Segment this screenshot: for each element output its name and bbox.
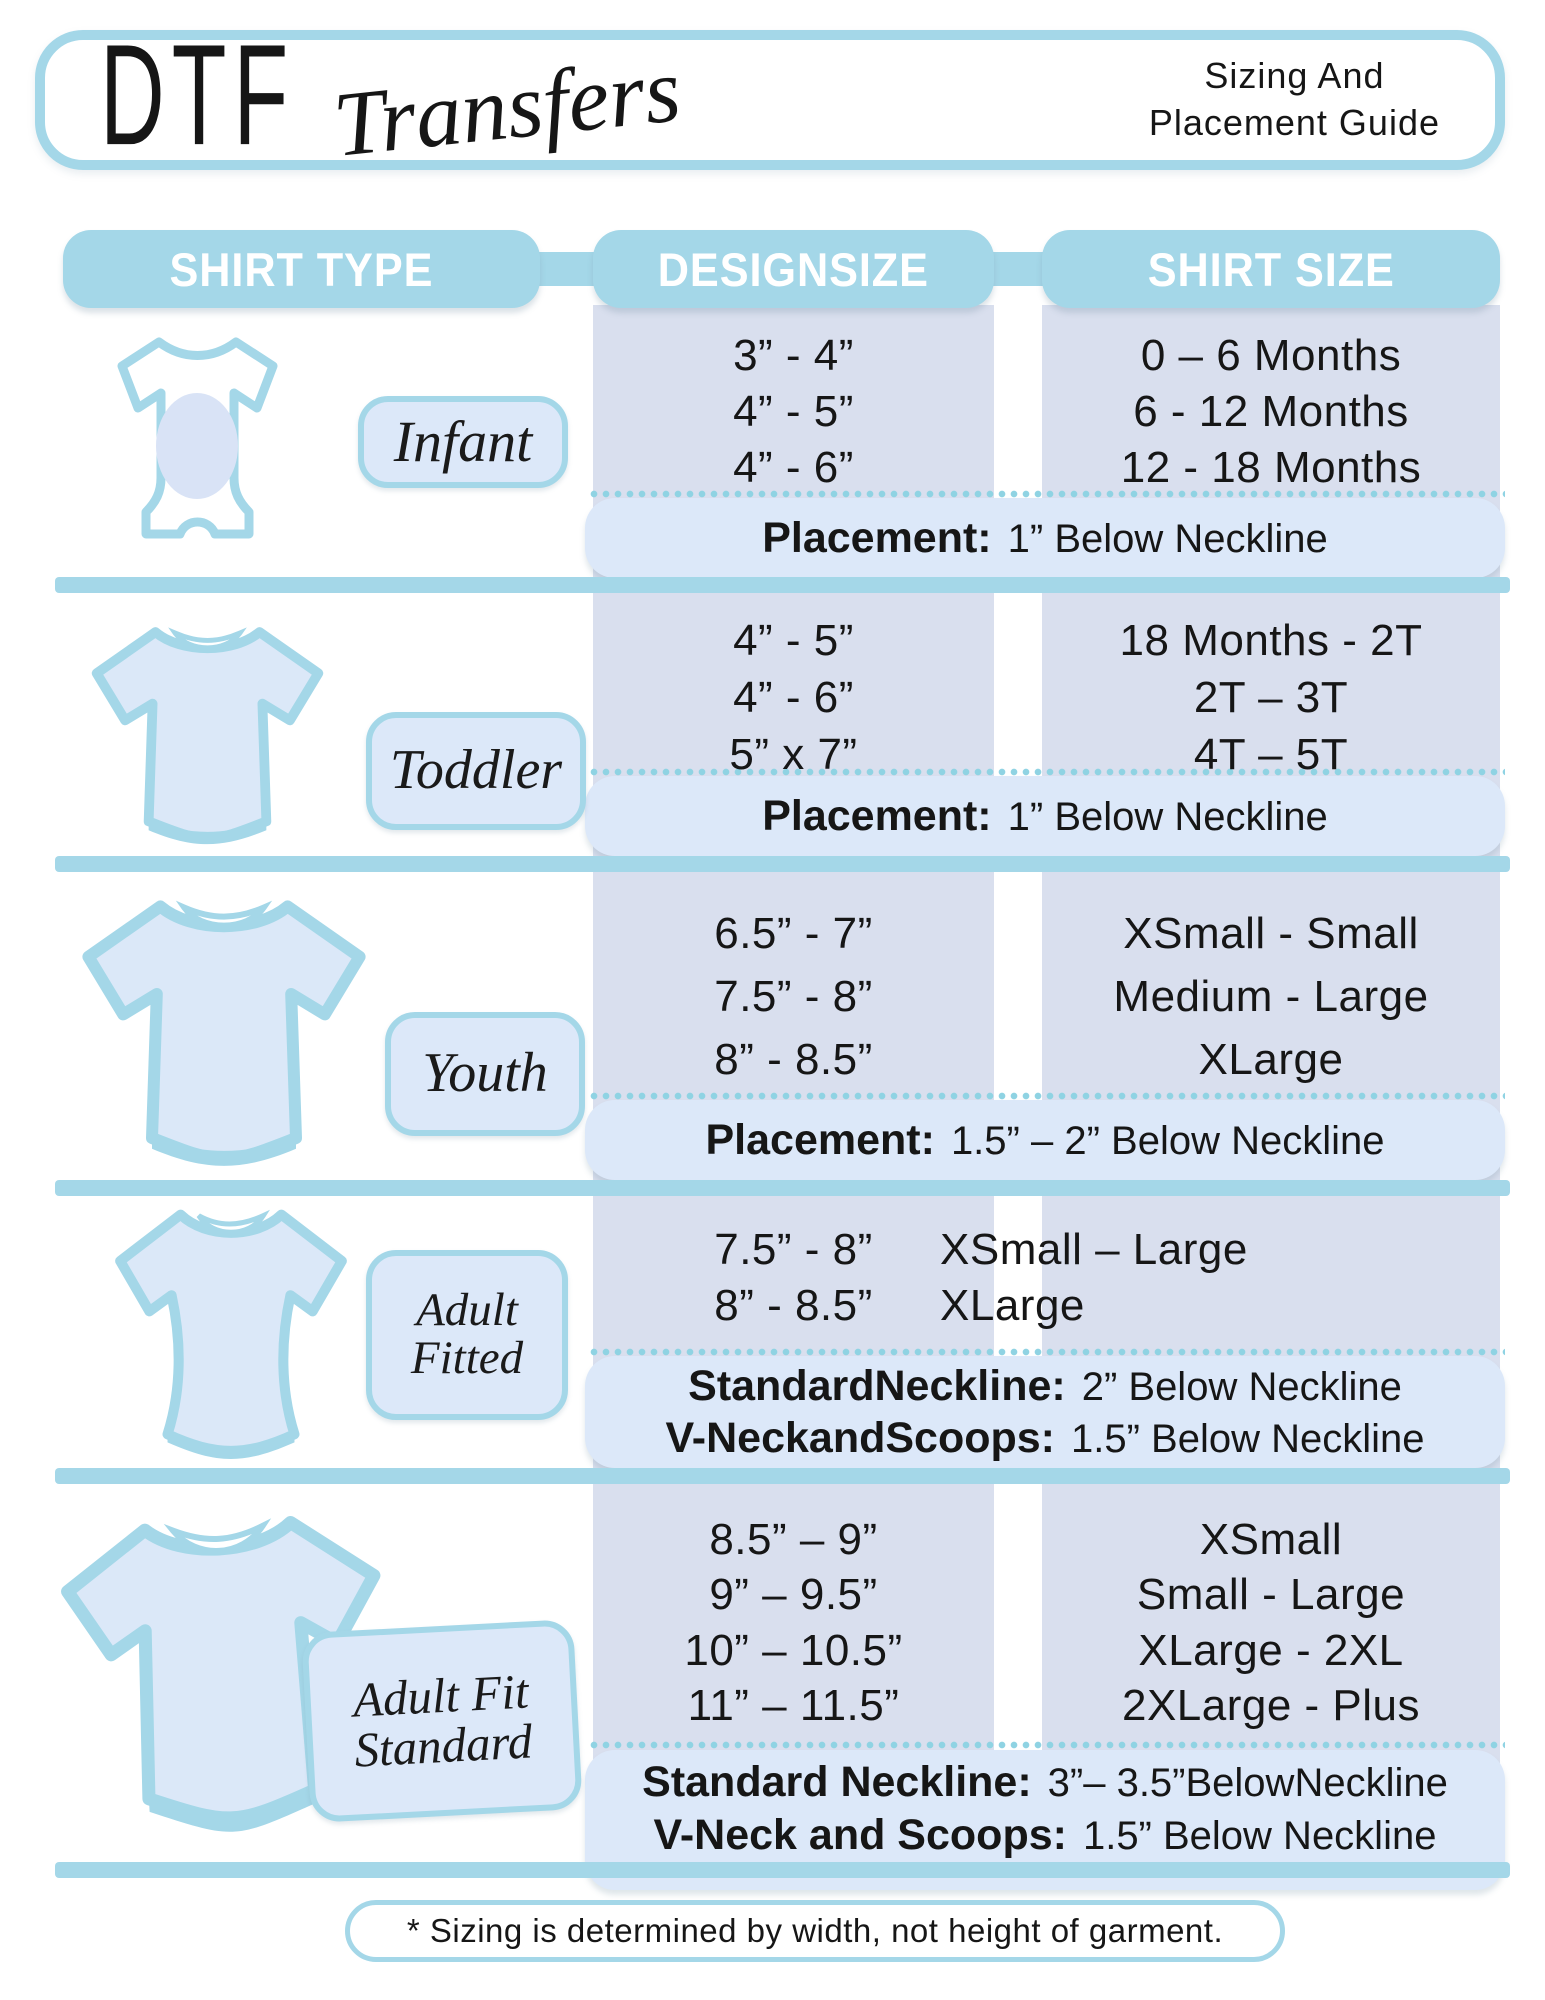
infant-shirt-sizes: 0 – 6 Months 6 - 12 Months 12 - 18 Month…	[1042, 328, 1500, 496]
subtitle-line-2: Placement Guide	[1148, 102, 1440, 143]
placement-label: Placement:	[762, 513, 992, 562]
design-size-value: 4” - 5”	[733, 387, 854, 436]
dotted-divider	[588, 490, 1505, 498]
placement-value: 1.5” Below Neckline	[1082, 1814, 1437, 1858]
placement-value: 3”– 3.5”BelowNeckline	[1047, 1761, 1448, 1805]
infant-onesie-icon	[117, 337, 278, 539]
dotted-divider	[588, 1348, 1505, 1356]
toddler-shirt-icon	[91, 627, 324, 845]
row-label-infant: Infant	[358, 396, 568, 488]
row-label-adult-fitted: Adult Fitted	[366, 1250, 568, 1420]
youth-shirt-sizes: XSmall - Small Medium - Large XLarge	[1042, 903, 1500, 1091]
placement-value: 2” Below Neckline	[1081, 1364, 1402, 1409]
shirt-size-value: XLarge	[1198, 1034, 1344, 1084]
infant-placement-bar: Placement: 1” Below Neckline	[585, 498, 1505, 578]
toddler-placement-bar: Placement: 1” Below Neckline	[585, 776, 1505, 856]
design-size-value: 7.5” - 8”	[714, 971, 873, 1021]
design-size-value: 6.5” - 7”	[714, 909, 873, 959]
youth-placement-bar: Placement: 1.5” – 2” Below Neckline	[585, 1100, 1505, 1180]
shirt-size-value: 2XLarge - Plus	[1121, 1681, 1421, 1731]
shirt-size-value: XLarge	[940, 1281, 1085, 1330]
placement-value: 1” Below Neckline	[1007, 516, 1328, 561]
infant-design-sizes: 3” - 4” 4” - 5” 4” - 6”	[593, 328, 994, 496]
adult-fitted-design-sizes: 7.5” - 8” 8” - 8.5”	[593, 1222, 994, 1334]
design-size-value: 8” - 8.5”	[714, 1034, 873, 1084]
shirt-size-value: 2T – 3T	[1193, 672, 1349, 722]
row-label-youth: Youth	[385, 1012, 585, 1136]
adult-standard-shirt-sizes: XSmall Small - Large XLarge - 2XL 2XLarg…	[1042, 1512, 1500, 1734]
shirt-size-value: XSmall – Large	[940, 1225, 1248, 1274]
footnote: * Sizing is determined by width, not hei…	[345, 1900, 1285, 1962]
shirt-size-value: 0 – 6 Months	[1140, 331, 1402, 380]
placement-label: StandardNeckline:	[688, 1361, 1066, 1410]
placement-label: V-Neck and Scoops:	[653, 1811, 1067, 1859]
shirt-size-value: XLarge - 2XL	[1138, 1625, 1404, 1675]
design-size-value: 4” - 6”	[733, 443, 854, 492]
design-size-value: 8” - 8.5”	[714, 1281, 873, 1330]
toddler-design-sizes: 4” - 5” 4” - 6” 5” x 7”	[593, 612, 994, 784]
row-separator	[55, 577, 1510, 593]
row-separator	[55, 856, 1510, 872]
header: DTF Transfers Sizing And Placement Guide	[35, 24, 1505, 176]
design-size-value: 8.5” – 9”	[709, 1514, 878, 1564]
shirt-size-value: Medium - Large	[1113, 971, 1429, 1021]
placement-label: V-NeckandScoops:	[665, 1413, 1056, 1462]
shirt-size-value: Small - Large	[1136, 1570, 1406, 1620]
subtitle-line-1: Sizing And	[1204, 55, 1385, 97]
shirt-size-value: 12 - 18 Months	[1120, 443, 1422, 492]
footnote-text: * Sizing is determined by width, not hei…	[406, 1912, 1224, 1949]
dotted-divider	[588, 768, 1505, 776]
shirt-size-value: 6 - 12 Months	[1133, 387, 1409, 436]
placement-label: Placement:	[762, 791, 992, 840]
design-size-value: 3” - 4”	[733, 331, 854, 380]
adult-fitted-placement-bar: StandardNeckline: 2” Below Neckline V-Ne…	[585, 1356, 1505, 1468]
placement-label: Standard Neckline:	[642, 1758, 1032, 1806]
youth-shirt-icon	[82, 900, 366, 1166]
shirt-size-value: XSmall	[1199, 1514, 1343, 1564]
row-label-toddler: Toddler	[366, 712, 586, 830]
design-size-value: 10” – 10.5”	[684, 1625, 903, 1675]
design-size-value: 5” x 7”	[729, 730, 858, 780]
toddler-shirt-sizes: 18 Months - 2T 2T – 3T 4T – 5T	[1042, 612, 1500, 784]
placement-label: Placement:	[705, 1115, 935, 1164]
placement-value: 1.5” Below Neckline	[1071, 1416, 1425, 1461]
adult-standard-design-sizes: 8.5” – 9” 9” – 9.5” 10” – 10.5” 11” – 11…	[593, 1512, 994, 1734]
guide-subtitle: Sizing And Placement Guide	[1149, 53, 1440, 147]
pill-connector	[984, 252, 1050, 286]
row-label-adult-fit-standard: Adult Fit Standard	[301, 1619, 583, 1823]
adult-fitted-shirt-sizes: XSmall – Large XLarge	[940, 1222, 1505, 1334]
design-size-value: 4” - 5”	[733, 615, 854, 665]
design-size-value: 9” – 9.5”	[709, 1570, 878, 1620]
brand-transfers-text: Transfers	[328, 38, 685, 176]
dotted-divider	[588, 1092, 1505, 1100]
column-header-design-size: DESIGNSIZE	[593, 230, 994, 308]
design-size-value: 7.5” - 8”	[714, 1225, 873, 1274]
column-header-shirt-type: SHIRT TYPE	[63, 230, 540, 308]
placement-value: 1.5” – 2” Below Neckline	[950, 1118, 1385, 1163]
row-separator	[55, 1468, 1510, 1484]
row-separator	[55, 1862, 1510, 1878]
design-size-value: 4” - 6”	[733, 672, 854, 722]
adult-fitted-shirt-icon	[115, 1209, 347, 1459]
dotted-divider	[588, 1741, 1505, 1749]
placement-value: 1” Below Neckline	[1007, 794, 1328, 839]
shirt-size-value: 4T – 5T	[1193, 730, 1349, 780]
column-header-shirt-size: SHIRT SIZE	[1042, 230, 1500, 308]
row-separator	[55, 1180, 1510, 1196]
brand-dtf-text: DTF	[100, 15, 296, 176]
shirt-size-value: 18 Months - 2T	[1119, 615, 1423, 665]
youth-design-sizes: 6.5” - 7” 7.5” - 8” 8” - 8.5”	[593, 903, 994, 1091]
brand-logo: DTF Transfers	[100, 24, 685, 176]
shirt-size-value: XSmall - Small	[1123, 909, 1419, 959]
design-size-value: 11” – 11.5”	[687, 1681, 900, 1731]
